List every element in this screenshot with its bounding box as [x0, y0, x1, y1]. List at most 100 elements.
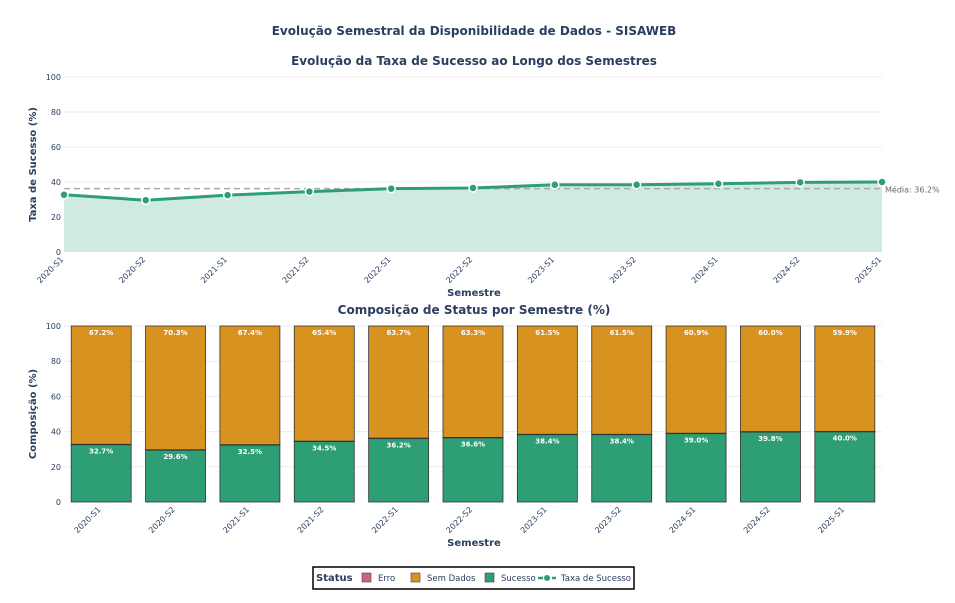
legend-swatch: [361, 572, 372, 583]
data-point: [141, 195, 151, 205]
bar-data-label: 38.4%: [535, 437, 559, 445]
bar-data-label: 39.0%: [684, 436, 708, 444]
bar-sem-dados: [442, 325, 504, 438]
bar-data-label: 32.5%: [238, 448, 262, 456]
x-tick-label: 2023-S1: [526, 255, 556, 285]
data-point: [59, 190, 69, 200]
x-tick-label: 2022-S1: [363, 255, 393, 285]
x-axis-title: Semestre: [447, 538, 501, 549]
bar-data-label: 67.2%: [89, 329, 113, 337]
x-tick-label: 2024-S2: [742, 505, 772, 535]
mean-label: Média: 36.2%: [885, 185, 940, 195]
legend-label: Erro: [378, 574, 395, 584]
bar-sucesso: [442, 437, 504, 503]
bar-data-label: 70.3%: [163, 329, 187, 337]
bar-data-label: 60.0%: [758, 329, 782, 337]
x-tick-label: 2021-S1: [199, 255, 229, 285]
bar-sucesso: [814, 431, 876, 503]
data-point: [550, 180, 560, 190]
bar-sucesso: [665, 432, 727, 503]
bar-sem-dados: [665, 325, 727, 434]
data-point: [468, 183, 478, 193]
bar-sucesso: [70, 444, 132, 503]
bar-data-label: 60.9%: [684, 329, 708, 337]
bar-data-label: 61.5%: [610, 329, 634, 337]
legend-label: Taxa de Sucesso: [560, 574, 631, 584]
x-tick-label: 2023-S2: [593, 505, 623, 535]
bar-data-label: 32.7%: [89, 447, 113, 455]
bar-sem-dados: [368, 325, 430, 439]
bar-sucesso: [293, 440, 355, 503]
legend-title: Status: [316, 573, 353, 584]
y-tick-label: 80: [51, 108, 61, 117]
bar-data-label: 61.5%: [535, 329, 559, 337]
legend-swatch: [410, 572, 421, 583]
x-tick-label: 2022-S2: [444, 505, 474, 535]
bar-data-label: 59.9%: [833, 329, 857, 337]
bar-sem-dados: [145, 325, 206, 451]
y-tick-label: 40: [51, 178, 61, 187]
bar-data-label: 34.5%: [312, 444, 336, 452]
y-tick-label: 0: [56, 248, 61, 257]
x-tick-label: 2022-S1: [370, 505, 400, 535]
bar-sucesso: [368, 437, 430, 503]
x-tick-label: 2024-S2: [772, 255, 802, 285]
bar-sem-dados: [293, 325, 355, 442]
data-point: [386, 183, 396, 194]
x-tick-label: 2024-S1: [690, 255, 720, 285]
bar-data-label: 29.6%: [163, 453, 187, 461]
x-tick-label: 2020-S1: [35, 255, 65, 285]
data-point: [304, 186, 315, 197]
data-point: [713, 179, 724, 189]
y-axis-title: Taxa de Sucesso (%): [28, 107, 39, 222]
x-tick-label: 2021-S1: [221, 505, 251, 535]
bar-sucesso: [219, 444, 281, 503]
y-tick-label: 0: [56, 498, 61, 507]
x-tick-label: 2023-S1: [519, 505, 549, 535]
x-tick-label: 2023-S2: [608, 255, 638, 285]
bar-chart-title: Composição de Status por Semestre (%): [338, 303, 611, 317]
bar-data-label: 36.2%: [386, 441, 410, 449]
bar-sucesso: [516, 434, 578, 503]
bar-sem-dados: [516, 325, 578, 435]
x-tick-label: 2020-S2: [117, 255, 147, 285]
x-tick-label: 2025-S1: [853, 255, 883, 285]
data-point: [631, 180, 642, 190]
y-tick-label: 60: [51, 143, 61, 152]
line-chart-title: Evolução da Taxa de Sucesso ao Longo dos…: [291, 54, 657, 68]
bar-data-label: 65.4%: [312, 329, 336, 337]
bar-data-label: 36.6%: [461, 441, 485, 449]
x-tick-label: 2020-S1: [73, 505, 103, 535]
legend-marker-icon: [544, 575, 550, 581]
bar-data-label: 39.8%: [758, 435, 782, 443]
y-tick-label: 20: [51, 213, 61, 222]
bar-data-label: 63.7%: [386, 329, 410, 337]
y-tick-label: 80: [51, 357, 61, 366]
bar-sem-dados: [740, 325, 801, 432]
x-tick-label: 2021-S2: [296, 505, 326, 535]
bar-data-label: 40.0%: [833, 435, 857, 443]
bar-sem-dados: [219, 325, 281, 446]
y-axis-title: Composição (%): [28, 369, 39, 459]
legend-label: Sucesso: [501, 574, 536, 584]
bar-data-label: 63.3%: [461, 329, 485, 337]
legend-swatch: [484, 572, 495, 583]
x-tick-label: 2025-S1: [816, 505, 846, 535]
y-tick-label: 100: [46, 322, 61, 331]
bar-sucesso: [145, 449, 206, 503]
x-tick-label: 2020-S2: [147, 505, 177, 535]
legend-box: [312, 566, 635, 590]
bar-data-label: 67.4%: [238, 329, 262, 337]
suptitle: Evolução Semestral da Disponibilidade de…: [272, 24, 677, 38]
bar-sem-dados: [591, 325, 653, 435]
y-tick-label: 60: [51, 392, 61, 401]
bar-sucesso: [591, 434, 653, 503]
data-point: [877, 177, 887, 187]
legend-label: Sem Dados: [427, 574, 476, 584]
x-tick-label: 2021-S2: [281, 255, 311, 285]
y-tick-label: 20: [51, 463, 61, 472]
legend: Status Erro Sem Dados Sucesso Taxa de Sucess…: [312, 566, 635, 590]
bar-data-label: 38.4%: [610, 437, 634, 445]
